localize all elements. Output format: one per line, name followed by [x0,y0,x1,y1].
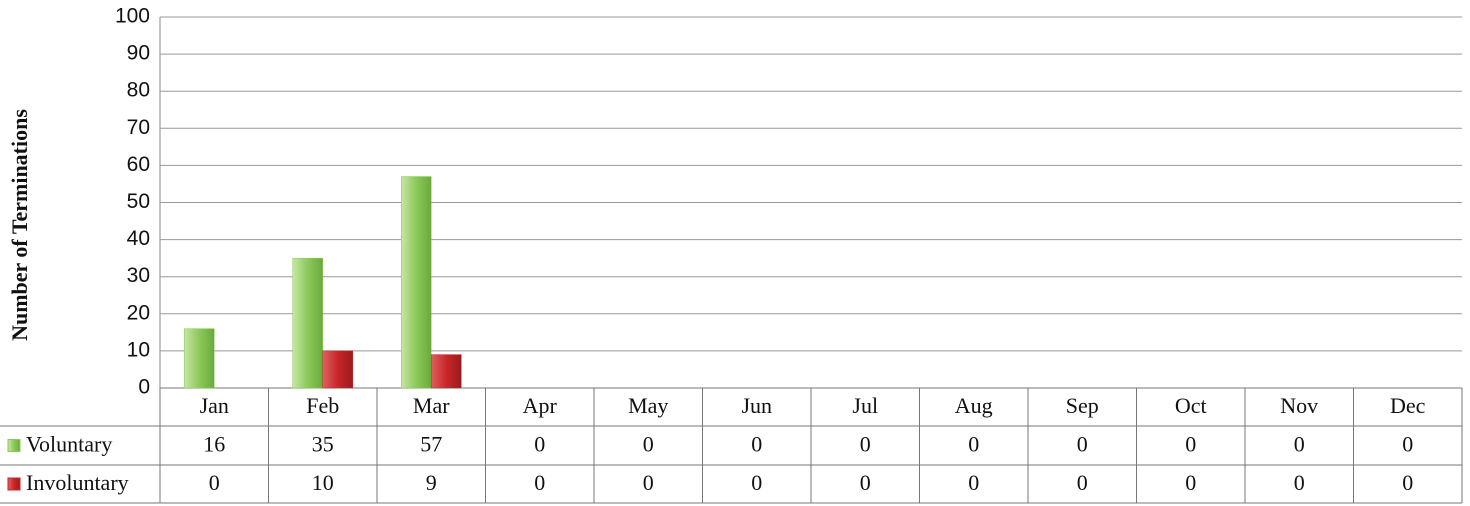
table-value: 0 [968,432,979,457]
x-tick-label: Jan [200,393,229,418]
y-tick-label: 80 [127,79,150,102]
x-tick-label: Feb [306,393,339,418]
table-value: 35 [312,432,334,457]
table-value: 0 [1185,470,1196,495]
legend-label: Involuntary [26,470,129,495]
y-tick-label: 70 [127,116,150,139]
bar [322,350,353,389]
y-tick-label: 50 [127,190,150,213]
table-value: 0 [1402,432,1413,457]
x-tick-label: Jul [852,393,878,418]
y-tick-label: 100 [115,5,150,28]
table-value: 0 [860,470,871,495]
table-value: 0 [968,470,979,495]
y-tick-label: 30 [127,264,150,287]
y-tick-label: 20 [127,301,150,324]
legend-label: Voluntary [26,432,112,457]
bar [431,354,462,389]
bar [292,257,323,389]
y-tick-label: 40 [127,227,150,250]
y-tick-label: 90 [127,42,150,65]
x-tick-label: Mar [413,393,450,418]
legend-key [7,439,21,452]
y-tick-label: 10 [127,338,150,361]
table-value: 0 [209,470,220,495]
x-tick-label: Apr [523,393,558,418]
table-value: 57 [420,432,442,457]
x-tick-label: Jun [741,393,772,418]
x-tick-label: May [628,393,668,418]
x-tick-label: Sep [1066,393,1099,418]
x-tick-label: Oct [1175,393,1207,418]
table-value: 0 [534,432,545,457]
table-value: 0 [643,470,654,495]
y-tick-label: 0 [138,376,150,399]
y-tick-label: 60 [127,153,150,176]
x-tick-label: Aug [955,393,993,418]
table-value: 0 [1294,470,1305,495]
x-tick-label: Dec [1390,393,1426,418]
table-value: 10 [312,470,334,495]
table-value: 0 [1077,470,1088,495]
table-value: 0 [1294,432,1305,457]
y-axis-title: Number of Terminations [7,109,32,341]
table-value: 0 [751,432,762,457]
table-value: 0 [643,432,654,457]
legend-key [7,477,21,491]
bar [184,328,215,389]
table-value: 0 [534,470,545,495]
table-value: 0 [1185,432,1196,457]
table-value: 16 [203,432,225,457]
x-tick-label: Nov [1280,393,1318,418]
table-value: 0 [1077,432,1088,457]
table-value: 9 [426,470,437,495]
table-value: 0 [1402,470,1413,495]
bar [401,176,432,389]
table-value: 0 [751,470,762,495]
table-value: 0 [860,432,871,457]
